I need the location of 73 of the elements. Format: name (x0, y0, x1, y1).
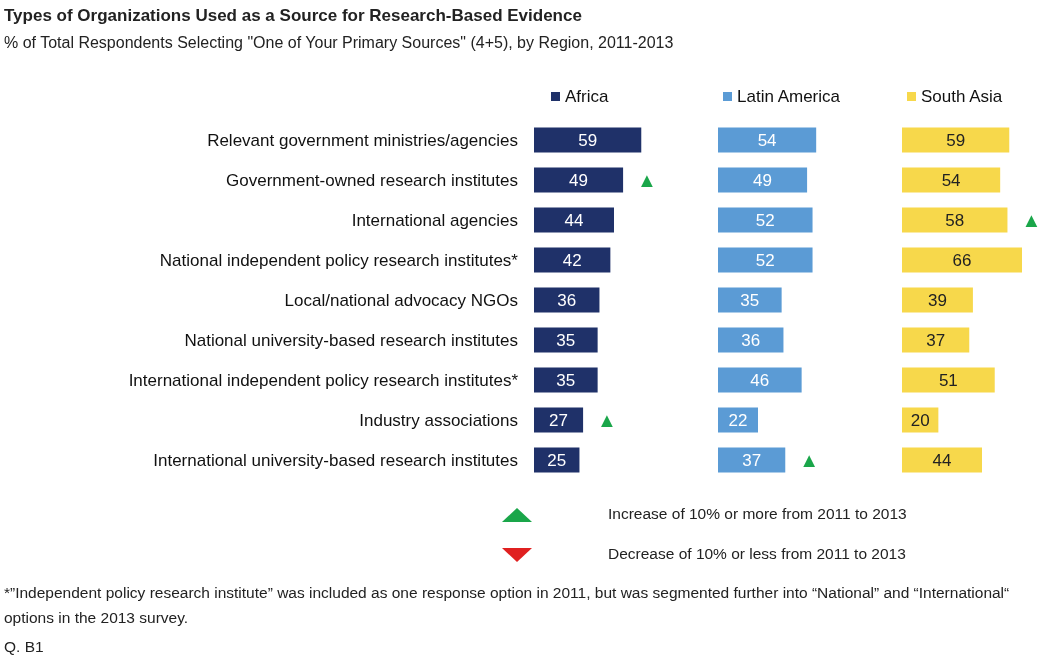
data-label: 49 (569, 170, 589, 190)
y-tick-label: Relevant government ministries/agencies (207, 130, 518, 150)
data-label: 54 (757, 130, 777, 150)
data-label: 36 (741, 330, 761, 350)
bar (902, 327, 970, 353)
bar (534, 127, 642, 153)
annotation: ▲ (799, 449, 820, 471)
data-label: 49 (753, 170, 773, 190)
text: Decrease of 10% or less from 2011 to 2013 (608, 545, 906, 563)
data-label: 58 (945, 210, 965, 230)
bar (534, 367, 598, 393)
bar (902, 207, 1008, 233)
data-label: 35 (556, 370, 576, 390)
y-tick-label: Government-owned research institutes (226, 170, 518, 190)
data-label: 35 (740, 290, 760, 310)
data-label: 20 (910, 410, 930, 430)
data-label: 52 (755, 210, 775, 230)
data-label: 36 (557, 290, 577, 310)
bar (902, 367, 995, 393)
y-tick-label: National university-based research institutes (184, 330, 518, 350)
bar (718, 447, 786, 473)
data-label: 44 (932, 450, 952, 470)
y-tick-label: International independent policy research institutes* (128, 370, 519, 390)
data-label: 46 (750, 370, 770, 390)
data-label: 52 (755, 250, 775, 270)
data-label: 25 (547, 450, 567, 470)
annotation: ▲ (597, 409, 617, 431)
data-label: 22 (728, 410, 748, 430)
bar (534, 287, 600, 313)
y-tick-label: Local/national advocacy NGOs (284, 290, 518, 310)
bar (718, 167, 808, 193)
data-label: 51 (938, 370, 958, 390)
bar (902, 167, 1001, 193)
data-label: 44 (564, 210, 584, 230)
data-label: 27 (549, 410, 569, 430)
text: Increase of 10% or more from 2011 to 2013 (608, 505, 907, 523)
bar (902, 287, 973, 313)
data-label: 39 (927, 290, 947, 310)
data-label: 42 (562, 250, 582, 270)
text: *”Independent policy research institute” was included as one response option in 2011, but was segmented further into “National” and “International“ options in the 2013 survey. (4, 583, 1011, 628)
bar (718, 287, 782, 313)
bar (902, 127, 1010, 153)
text: Q. B1 (4, 638, 45, 656)
bar (718, 367, 802, 393)
text: Types of Organizations Used as a Source for Research-Based Evidence (4, 6, 582, 26)
bar (534, 167, 624, 193)
bar (902, 447, 982, 473)
data-label: 59 (946, 130, 966, 150)
bar (534, 407, 584, 433)
text: % of Total Respondents Selecting "One of Your Primary Sources" (4+5), by Region, 2011-2013 (4, 34, 674, 52)
bar (718, 207, 813, 233)
bar (902, 247, 1022, 273)
bar (718, 327, 784, 353)
data-label: 35 (556, 330, 576, 350)
y-tick-label: National independent policy research institutes* (159, 250, 519, 270)
annotation: ▲ (637, 169, 657, 191)
bar (534, 207, 614, 233)
bar (534, 247, 611, 273)
data-label: 59 (578, 130, 598, 150)
annotation: ▲ (1021, 209, 1042, 231)
bar (534, 327, 598, 353)
bar (718, 127, 817, 153)
y-tick-label: International university-based research institutes (153, 450, 518, 470)
y-tick-label: International agencies (351, 210, 518, 230)
legend-label: South Asia (921, 87, 1003, 106)
y-tick-label: Industry associations (359, 410, 518, 430)
data-label: 37 (926, 330, 946, 350)
legend-label: Africa (565, 87, 609, 106)
legend-label: Latin America (737, 87, 841, 106)
data-label: 37 (742, 450, 762, 470)
bar (718, 247, 813, 273)
data-label: 66 (952, 250, 972, 270)
data-label: 54 (941, 170, 961, 190)
